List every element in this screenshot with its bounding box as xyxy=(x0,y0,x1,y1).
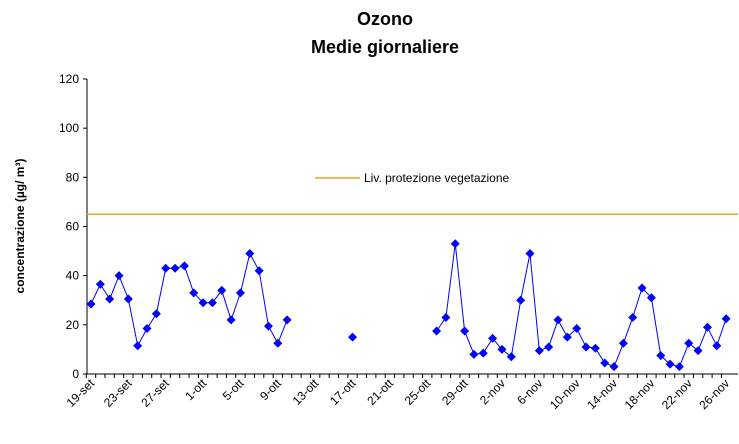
data-point xyxy=(684,338,694,348)
data-point xyxy=(572,324,582,334)
data-point xyxy=(133,341,143,351)
data-point xyxy=(217,285,227,295)
data-point xyxy=(525,249,535,259)
legend-label: Liv. protezione vegetazione xyxy=(364,171,510,185)
data-point xyxy=(432,326,442,336)
x-tick-label: 14-nov xyxy=(584,376,620,412)
data-point xyxy=(553,315,563,325)
x-tick-label: 1-ott xyxy=(182,376,209,403)
x-tick-label: 27-set xyxy=(138,376,172,410)
data-point xyxy=(207,298,217,308)
data-point xyxy=(637,283,647,293)
data-point xyxy=(674,362,684,372)
x-tick-label: 18-nov xyxy=(622,376,658,412)
data-point xyxy=(142,324,152,334)
x-tick-label: 5-ott xyxy=(220,376,247,403)
y-tick-label: 100 xyxy=(59,121,79,135)
data-point xyxy=(273,338,283,348)
x-tick-label: 19-set xyxy=(64,376,98,410)
data-point xyxy=(263,321,273,331)
data-point xyxy=(441,312,451,322)
data-point xyxy=(254,266,264,276)
y-tick-label: 0 xyxy=(72,367,79,381)
data-point xyxy=(656,351,666,361)
data-point xyxy=(460,326,470,336)
data-point xyxy=(712,341,722,351)
data-point xyxy=(516,295,526,305)
data-point xyxy=(544,342,554,352)
y-tick-label: 120 xyxy=(59,72,79,86)
data-point xyxy=(170,263,180,273)
data-point xyxy=(497,344,507,354)
y-tick-label: 20 xyxy=(66,318,80,332)
x-tick-label: 21-ott xyxy=(364,376,396,408)
data-point xyxy=(478,348,488,358)
x-tick-label: 6-nov xyxy=(514,376,545,407)
data-point xyxy=(646,293,656,303)
data-point xyxy=(600,358,610,368)
data-point xyxy=(123,294,133,304)
data-point xyxy=(245,249,255,259)
x-tick-label: 10-nov xyxy=(547,376,583,412)
x-tick-label: 17-ott xyxy=(327,376,359,408)
y-tick-label: 60 xyxy=(66,220,80,234)
x-tick-label: 13-ott xyxy=(290,376,322,408)
series-line xyxy=(90,243,727,368)
data-point xyxy=(282,315,292,325)
data-point xyxy=(114,271,124,281)
data-point xyxy=(590,343,600,353)
x-tick-label: 23-set xyxy=(101,376,135,410)
data-point xyxy=(235,288,245,298)
data-point xyxy=(628,312,638,322)
x-tick-label: 26-nov xyxy=(696,376,732,412)
chart-title: Ozono xyxy=(357,9,413,29)
chart-subtitle: Medie giornaliere xyxy=(311,37,459,57)
data-point xyxy=(348,332,358,342)
data-point xyxy=(506,352,516,362)
data-point xyxy=(189,288,199,298)
x-tick-label: 25-ott xyxy=(402,376,434,408)
x-tick-label: 22-nov xyxy=(659,376,695,412)
data-point xyxy=(702,322,712,332)
data-point xyxy=(488,333,498,343)
data-point xyxy=(95,279,105,289)
data-point xyxy=(226,315,236,325)
y-axis-label: concentrazione (µg/ m³) xyxy=(13,159,27,294)
data-point xyxy=(161,263,171,273)
x-tick-label: 9-ott xyxy=(257,376,284,403)
data-point xyxy=(562,332,572,342)
data-point xyxy=(534,346,544,356)
data-point xyxy=(581,342,591,352)
x-tick-label: 29-ott xyxy=(439,376,471,408)
data-point xyxy=(105,294,115,304)
y-tick-label: 80 xyxy=(66,170,80,184)
data-point xyxy=(721,314,731,324)
data-point xyxy=(618,338,628,348)
data-point xyxy=(151,309,161,319)
data-point xyxy=(179,261,189,271)
data-point xyxy=(86,299,96,309)
data-point xyxy=(450,239,460,249)
data-point xyxy=(693,346,703,356)
data-point xyxy=(469,349,479,359)
y-tick-label: 40 xyxy=(66,269,80,283)
x-tick-label: 2-nov xyxy=(477,376,508,407)
data-point xyxy=(609,362,619,372)
data-point xyxy=(665,359,675,369)
data-point xyxy=(198,298,208,308)
